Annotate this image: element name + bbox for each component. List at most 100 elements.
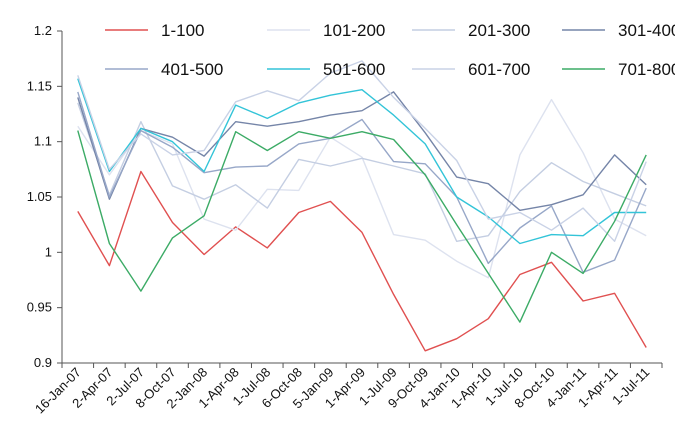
data-point	[424, 127, 427, 130]
data-point	[329, 94, 332, 97]
data-point	[645, 346, 648, 349]
data-point	[550, 261, 553, 264]
plot-lines	[76, 60, 648, 352]
data-point	[360, 157, 363, 160]
data-point	[518, 211, 521, 214]
data-point	[645, 211, 648, 214]
x-tick-label: 16-Jan-07	[32, 365, 84, 417]
data-point	[139, 170, 142, 173]
legend-label: 101-200	[323, 21, 385, 40]
legend: 1-100 101-200 201-300 301-400 401-500 501-600…	[105, 21, 675, 79]
data-point	[487, 272, 490, 275]
data-point	[613, 292, 616, 295]
data-point	[487, 262, 490, 265]
data-point	[266, 246, 269, 249]
data-point	[518, 190, 521, 193]
data-point	[76, 90, 79, 93]
data-point	[329, 200, 332, 203]
data-point	[203, 154, 206, 157]
data-point	[613, 211, 616, 214]
data-point	[455, 337, 458, 340]
data-point	[487, 218, 490, 221]
data-point	[645, 183, 648, 186]
data-point	[203, 198, 206, 201]
data-point	[613, 258, 616, 261]
data-point	[297, 130, 300, 133]
data-point	[424, 349, 427, 352]
legend-label: 201-300	[468, 21, 530, 40]
data-point	[108, 168, 111, 171]
data-point	[266, 206, 269, 209]
data-point	[581, 180, 584, 183]
series-line-201-300	[77, 102, 647, 243]
data-point	[76, 210, 79, 213]
data-point	[487, 317, 490, 320]
data-point	[392, 160, 395, 163]
data-point	[613, 153, 616, 156]
y-tick-label: 1	[45, 244, 52, 259]
data-point	[108, 242, 111, 245]
data-point	[392, 164, 395, 167]
data-point	[171, 221, 174, 224]
y-tick-label: 1.1	[34, 134, 52, 149]
data-point	[139, 289, 142, 292]
data-point	[360, 130, 363, 133]
data-point	[171, 153, 174, 156]
data-point	[645, 153, 648, 156]
data-point	[297, 211, 300, 214]
data-point	[234, 166, 237, 169]
data-point	[203, 218, 206, 221]
data-point	[550, 251, 553, 254]
data-point	[297, 99, 300, 102]
data-point	[203, 170, 206, 173]
data-point	[266, 89, 269, 92]
data-point	[360, 118, 363, 121]
data-point	[581, 193, 584, 196]
series-line-301-400	[77, 91, 647, 212]
data-point	[266, 125, 269, 128]
data-point	[266, 164, 269, 167]
data-point	[76, 129, 79, 132]
y-tick-label: 1.15	[27, 78, 52, 93]
data-point	[550, 233, 553, 236]
data-point	[487, 182, 490, 185]
data-point	[581, 234, 584, 237]
data-point	[581, 151, 584, 154]
series-line-601-700	[77, 60, 647, 243]
data-point	[171, 236, 174, 239]
data-point	[360, 109, 363, 112]
data-point	[171, 140, 174, 143]
data-point	[360, 88, 363, 91]
data-point	[550, 229, 553, 232]
data-point	[455, 240, 458, 243]
data-point	[645, 160, 648, 163]
data-point	[266, 188, 269, 191]
y-tick-label: 0.95	[27, 300, 52, 315]
legend-label: 401-500	[161, 60, 223, 79]
legend-label: 701-800	[618, 60, 675, 79]
data-point	[171, 146, 174, 149]
data-point	[266, 149, 269, 152]
series-line-1-100	[77, 170, 647, 352]
data-point	[297, 142, 300, 145]
data-point	[550, 161, 553, 164]
data-point	[76, 125, 79, 128]
data-point	[487, 234, 490, 237]
data-point	[581, 299, 584, 302]
legend-label: 301-400	[618, 21, 675, 40]
data-point	[139, 132, 142, 135]
data-point	[455, 223, 458, 226]
data-point	[392, 96, 395, 99]
series-line-101-200	[77, 98, 647, 279]
data-point	[645, 187, 648, 190]
data-point	[392, 138, 395, 141]
data-point	[139, 127, 142, 130]
data-point	[297, 158, 300, 161]
data-point	[518, 242, 521, 245]
data-point	[234, 100, 237, 103]
data-point	[581, 272, 584, 275]
data-point	[266, 117, 269, 120]
data-point	[171, 136, 174, 139]
legend-label: 1-100	[161, 21, 204, 40]
data-point	[518, 320, 521, 323]
